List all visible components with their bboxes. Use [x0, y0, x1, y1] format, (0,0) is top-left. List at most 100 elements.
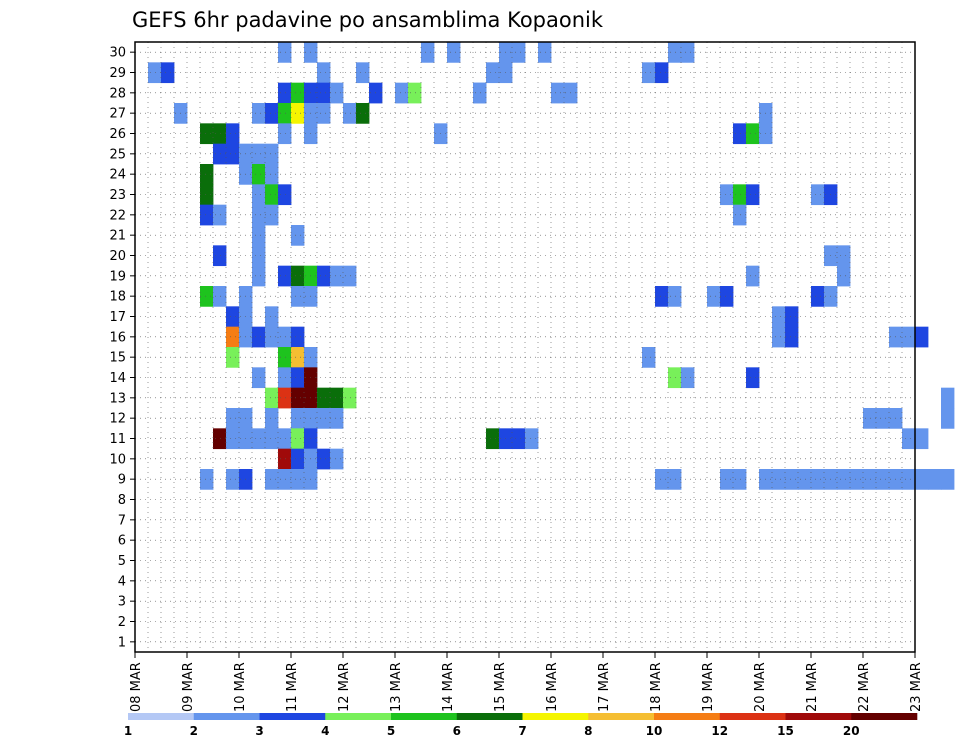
- colorbar-swatch: [456, 713, 523, 720]
- heatmap-cell: [928, 469, 942, 490]
- heatmap-cell: [668, 42, 682, 63]
- x-tick-label: 19 MAR: [701, 662, 716, 712]
- heatmap-cell: [356, 103, 370, 124]
- heatmap-cell: [785, 326, 799, 348]
- x-axis: 08 MAR 09 MAR 10 MAR 11 MAR 12 MAR 13 MAR 14 M…: [129, 652, 924, 712]
- heatmap-cell: [200, 184, 214, 206]
- heatmap-cell: [252, 265, 266, 287]
- y-tick-label: 10: [109, 452, 126, 467]
- colorbar-swatch: [325, 713, 392, 720]
- heatmap-cell: [746, 184, 760, 206]
- heatmap-cell: [733, 184, 747, 206]
- x-tick-label: 11 MAR: [285, 662, 300, 712]
- heatmap-cell: [941, 408, 955, 429]
- heatmap-cell: [200, 204, 214, 226]
- heatmap-cell: [226, 428, 240, 450]
- heatmap-cell: [408, 82, 422, 104]
- heatmap-cell: [252, 367, 266, 389]
- heatmap-cell: [356, 62, 370, 84]
- heatmap-cell: [278, 103, 292, 124]
- heatmap-cell: [811, 184, 825, 206]
- y-tick-label: 30: [109, 46, 126, 61]
- heatmap-cell: [837, 469, 851, 490]
- heatmap-cell: [850, 469, 864, 490]
- heatmap-cell: [642, 62, 656, 84]
- y-axis: 1234567891011121314151617181920212223242…: [109, 46, 135, 650]
- heatmap-cell: [421, 42, 435, 63]
- heatmap-cell: [720, 286, 734, 307]
- heatmap-cell: [317, 387, 331, 409]
- y-tick-label: 12: [109, 412, 126, 427]
- colorbar-label: 1: [124, 724, 132, 738]
- heatmap-cell: [720, 184, 734, 206]
- colorbar-label: 8: [584, 724, 592, 738]
- heatmap-cell: [265, 326, 279, 348]
- heatmap-cell: [811, 286, 825, 307]
- heatmap-cell: [317, 448, 331, 470]
- heatmap-cell: [252, 204, 266, 226]
- y-tick-label: 5: [118, 554, 126, 569]
- heatmap-cell: [330, 387, 344, 409]
- colorbar-label: 20: [843, 724, 860, 738]
- heatmap-cell: [915, 469, 929, 490]
- y-tick-label: 15: [109, 351, 126, 366]
- heatmap-cell: [863, 408, 877, 429]
- y-tick-label: 27: [109, 107, 126, 122]
- heatmap-cell: [902, 469, 916, 490]
- heatmap-cell: [317, 408, 331, 429]
- heatmap-cell: [291, 225, 305, 246]
- heatmap-cell: [252, 143, 266, 165]
- heatmap-cell: [785, 306, 799, 328]
- y-tick-label: 22: [109, 208, 126, 223]
- heatmap-cell: [265, 428, 279, 450]
- heatmap-cell: [837, 265, 851, 287]
- heatmap-cell: [291, 448, 305, 470]
- x-tick-label: 08 MAR: [129, 662, 144, 712]
- heatmap-cell: [772, 326, 786, 348]
- heatmap-cell: [343, 103, 357, 124]
- x-tick-label: 09 MAR: [181, 662, 196, 712]
- heatmap-cell: [252, 164, 266, 185]
- heatmap-cell: [213, 286, 227, 307]
- heatmap-cell: [486, 62, 500, 84]
- heatmap-cell: [317, 265, 331, 287]
- y-tick-label: 2: [118, 615, 126, 630]
- x-tick-label: 22 MAR: [857, 662, 872, 712]
- heatmap-cell: [941, 387, 955, 409]
- x-tick-label: 17 MAR: [597, 662, 612, 712]
- colorbar-swatch: [654, 713, 721, 720]
- heatmap-cell: [148, 62, 162, 84]
- heatmap-cell: [265, 306, 279, 328]
- heatmap-cell: [278, 265, 292, 287]
- heatmap-cell: [200, 286, 214, 307]
- heatmap-cell: [681, 42, 695, 63]
- colorbar-label: 6: [453, 724, 461, 738]
- heatmap-cell: [291, 265, 305, 287]
- heatmap-cell: [252, 326, 266, 348]
- x-tick-label: 14 MAR: [441, 662, 456, 712]
- heatmap-cell: [278, 428, 292, 450]
- heatmap-cell: [226, 408, 240, 429]
- heatmap-cell: [343, 265, 357, 287]
- x-tick-label: 13 MAR: [389, 662, 404, 712]
- heatmap-cell: [317, 62, 331, 84]
- heatmap-cell: [226, 143, 240, 165]
- heatmap-cell: [291, 408, 305, 429]
- colorbar-swatch: [193, 713, 260, 720]
- y-tick-label: 26: [109, 127, 126, 142]
- x-tick-label: 18 MAR: [649, 662, 664, 712]
- heatmap-cell: [278, 82, 292, 104]
- colorbar-swatch: [588, 713, 655, 720]
- y-tick-label: 4: [118, 574, 126, 589]
- heatmap-cell: [746, 123, 760, 145]
- heatmap-cell: [395, 82, 409, 104]
- heatmap-cell: [252, 103, 266, 124]
- heatmap-cell: [538, 42, 552, 63]
- heatmap-cell: [486, 428, 500, 450]
- heatmap-cell: [265, 469, 279, 490]
- x-tick-label: 23 MAR: [909, 662, 924, 712]
- heatmap-cell: [772, 469, 786, 490]
- heatmap-cell: [252, 428, 266, 450]
- heatmap-cell: [798, 469, 812, 490]
